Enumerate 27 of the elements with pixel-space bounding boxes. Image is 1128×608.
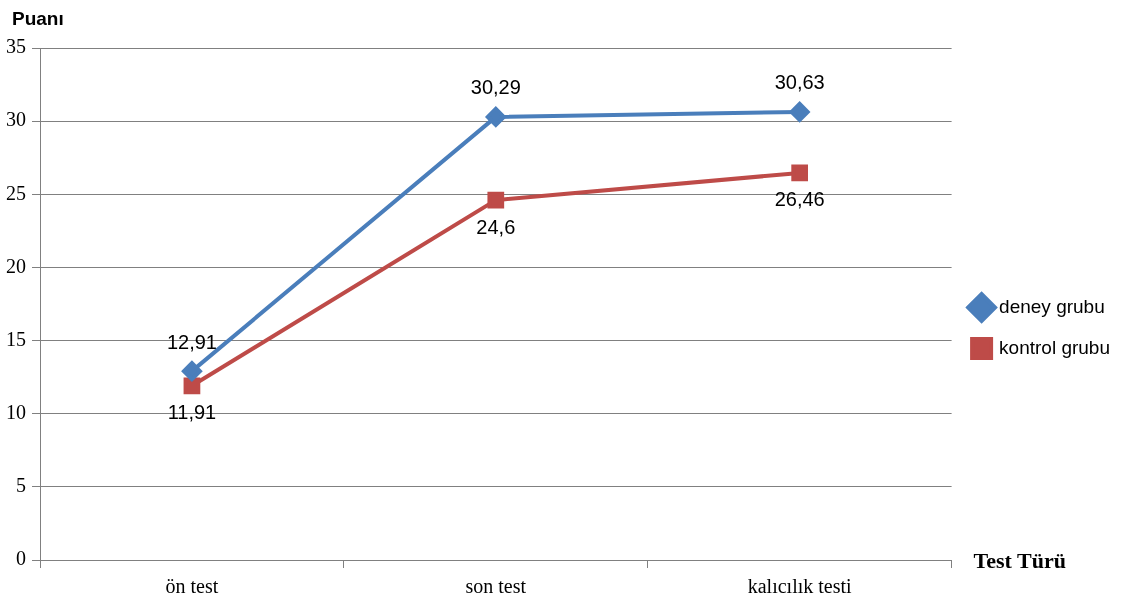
y-tick-label: 15: [6, 327, 26, 350]
point: [487, 191, 505, 209]
y-tick-label: 30: [6, 108, 26, 131]
y-tick-label: 10: [6, 400, 26, 423]
data-label: 26,46: [774, 188, 825, 211]
y-tick-label: 5: [16, 474, 26, 497]
x-axis-title: Test Türü: [973, 547, 1066, 573]
data-label: 30,63: [774, 71, 825, 94]
y-tick-label: 35: [6, 35, 26, 58]
data-label: 12,91: [166, 330, 217, 353]
y-tick-label: 20: [6, 254, 26, 277]
point: [485, 106, 506, 127]
point: [789, 101, 810, 122]
x-tick-label: ön test: [165, 575, 219, 598]
y-tick-label: 25: [6, 181, 26, 204]
legend-label: kontrol grubu: [999, 336, 1110, 358]
legend-label: deney grubu: [999, 295, 1105, 317]
x-tick-label: kalıcılık testi: [747, 575, 853, 598]
data-label: 30,29: [470, 76, 521, 99]
point: [183, 377, 201, 395]
point: [791, 164, 809, 182]
data-label: 11,91: [167, 401, 217, 424]
point: [181, 361, 202, 382]
data-label: 24,6: [476, 215, 516, 238]
y-axis-title: Puanı: [12, 8, 64, 30]
y-tick-label: 0: [16, 547, 26, 570]
x-tick-label: son test: [465, 575, 527, 598]
